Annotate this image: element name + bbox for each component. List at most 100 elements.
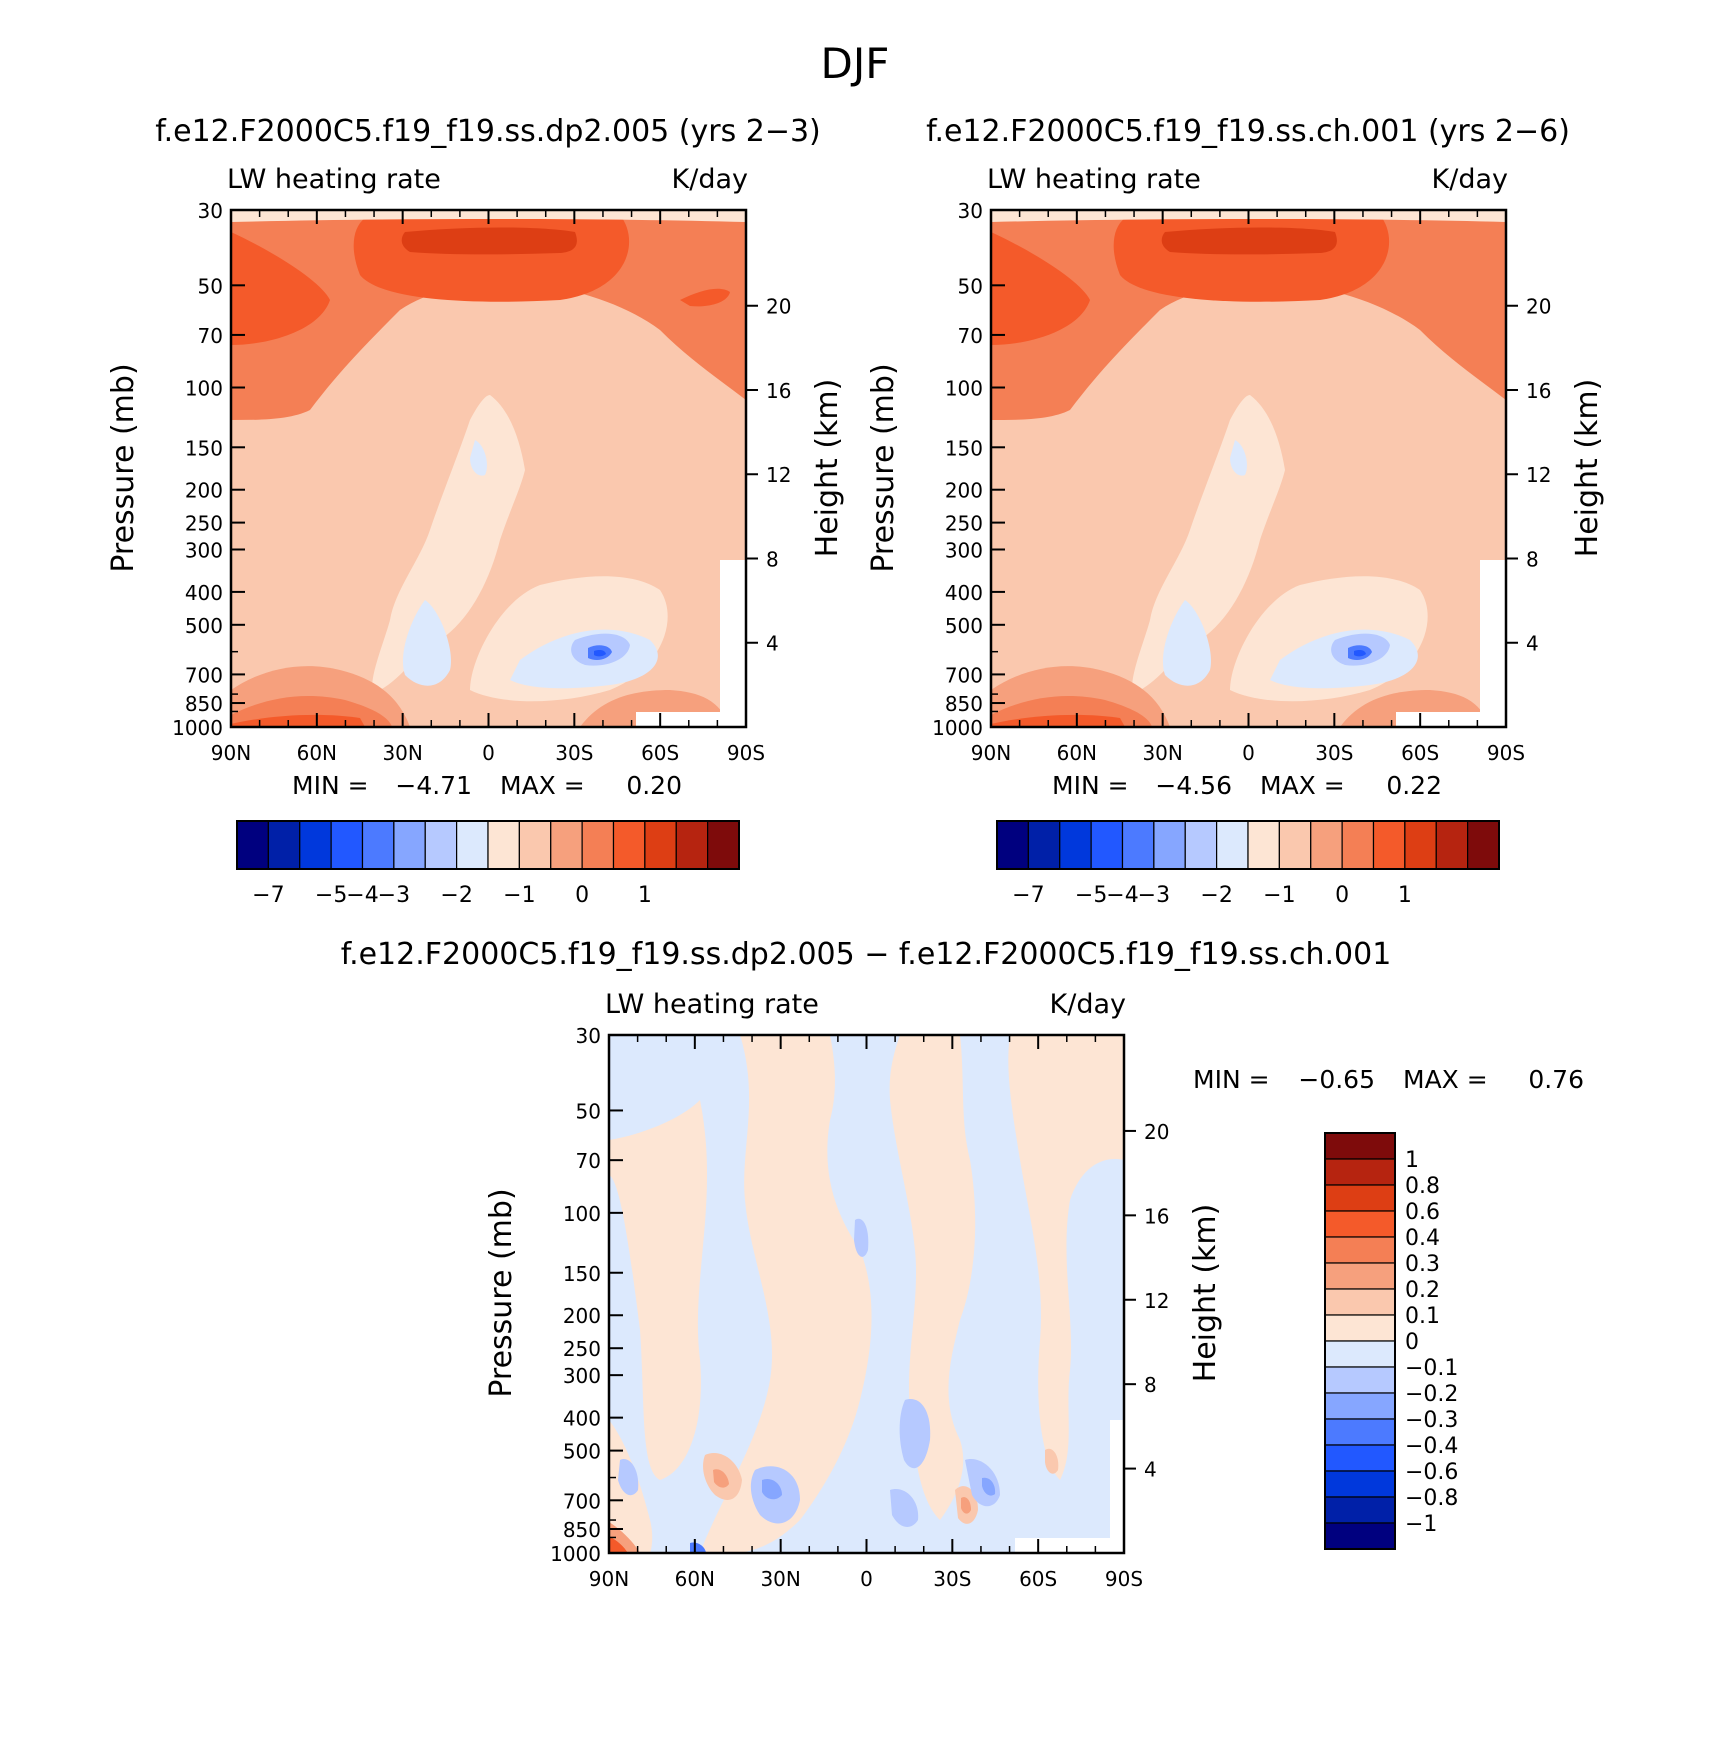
colorbar-swatch: [393, 820, 426, 870]
colorbar-swatch: [1153, 820, 1186, 870]
y2-tick-label: 16: [1144, 1204, 1169, 1228]
x-tick-label: 60N: [675, 1567, 715, 1591]
panel-a-left-label: LW heating rate: [227, 164, 441, 195]
y-tick-label: 700: [563, 1489, 601, 1513]
colorbar-label: −0.8: [1405, 1486, 1458, 1511]
colorbar-label: −0.6: [1405, 1460, 1458, 1485]
y-tick-label: 850: [945, 692, 983, 716]
colorbar-swatch: [1341, 820, 1375, 870]
y-tick-label: 300: [945, 538, 983, 562]
x-tick-label: 0: [1242, 741, 1255, 765]
x-tick-label: 90S: [727, 741, 765, 765]
panel-a-sfc-left-max: [231, 714, 365, 727]
colorbar-swatch: [1324, 1288, 1396, 1316]
figure-title: DJF: [821, 39, 890, 88]
colorbar-frame: [236, 820, 740, 870]
colorbar-swatch: [1059, 820, 1092, 870]
colorbar-swatch: [361, 820, 395, 870]
colorbar-label: −4: [1106, 883, 1138, 908]
colorbar-swatch: [1324, 1418, 1396, 1446]
colorbar-swatch: [1324, 1522, 1396, 1550]
y-tick-label: 1000: [550, 1542, 601, 1566]
panel-c-ylabel: Pressure (mb): [484, 1188, 519, 1397]
x-tick-label: 90S: [1105, 1567, 1143, 1591]
y-tick-label: 100: [945, 377, 983, 401]
panel-a-right-label: K/day: [672, 164, 748, 195]
x-tick-label: 60N: [1057, 741, 1097, 765]
y2-tick-label: 8: [1526, 547, 1539, 571]
colorbar-label: 0.1: [1405, 1304, 1440, 1329]
colorbar-label: −1: [1405, 1512, 1437, 1537]
panel-b-title: f.e12.F2000C5.f19_f19.ss.ch.001 (yrs 2−6…: [926, 114, 1570, 149]
x-tick-label: 90N: [211, 741, 251, 765]
panel-b-sfc-left-max: [991, 714, 1125, 727]
colorbar-label: −5: [315, 883, 347, 908]
panel-b-field: [991, 210, 1506, 727]
panel-c-missing-right: [1110, 1420, 1124, 1553]
colorbar-swatch: [1027, 820, 1061, 870]
y-tick-label: 500: [185, 614, 223, 638]
colorbar-swatch: [236, 820, 269, 870]
colorbar-label: −1: [1263, 883, 1295, 908]
panel-c-neg-core-2: [762, 1478, 782, 1500]
panel-b-missing-sfc: [1396, 712, 1480, 727]
panel-c-field: [609, 1035, 1124, 1553]
colorbar-swatch: [1324, 1314, 1396, 1342]
panel-c: f.e12.F2000C5.f19_f19.ss.dp2.005 − f.e12…: [341, 937, 1584, 1591]
colorbar-label: 1: [1398, 883, 1412, 908]
panel-b-neg-core-3: [1354, 650, 1366, 657]
panel-a-right-patch: [680, 288, 730, 307]
panel-b-max-label: MAX =: [1260, 771, 1345, 800]
y2-tick-label: 16: [1526, 379, 1551, 403]
panel-a-neg-core-3: [594, 650, 606, 657]
x-tick-label: 60N: [297, 741, 337, 765]
colorbar-swatch: [518, 820, 552, 870]
panel-c-title: f.e12.F2000C5.f19_f19.ss.dp2.005 − f.e12…: [341, 937, 1392, 972]
y-tick-label: 400: [945, 581, 983, 605]
x-tick-label: 60S: [1401, 741, 1439, 765]
colorbar-label: 0: [575, 883, 589, 908]
panel-c-right-label: K/day: [1050, 989, 1126, 1020]
y-tick-label: 1000: [172, 716, 223, 740]
y-tick-label: 150: [185, 436, 223, 460]
panel-c-colorbar: 10.80.60.40.30.20.10−0.1−0.2−0.3−0.4−0.6…: [1324, 1132, 1458, 1550]
colorbar-swatch: [550, 820, 583, 870]
y-tick-label: 500: [945, 614, 983, 638]
x-tick-label: 0: [482, 741, 495, 765]
colorbar-label: −3: [1138, 883, 1170, 908]
colorbar-label: −0.3: [1405, 1408, 1458, 1433]
panel-c-max-label: MAX =: [1403, 1065, 1488, 1094]
panel-c-left-label: LW heating rate: [605, 989, 819, 1020]
y2-tick-label: 8: [766, 547, 779, 571]
panel-a-ylabel: Pressure (mb): [106, 363, 141, 572]
colorbar-label: −2: [440, 883, 472, 908]
panel-c-pos-core-5: [1045, 1448, 1059, 1474]
panel-c-pos-band-2: [700, 1035, 872, 1553]
y2-tick-label: 16: [766, 379, 791, 403]
y-tick-label: 150: [563, 1262, 601, 1286]
colorbar-swatch: [1324, 1496, 1396, 1524]
y-tick-label: 100: [563, 1202, 601, 1226]
colorbar-label: −0.2: [1405, 1382, 1458, 1407]
y2-tick-label: 12: [1526, 463, 1551, 487]
panel-a-missing-sfc: [636, 712, 720, 727]
y-tick-label: 50: [576, 1099, 601, 1123]
x-tick-label: 60S: [641, 741, 679, 765]
colorbar-swatch: [1372, 820, 1406, 870]
colorbar-label: 1: [1405, 1148, 1419, 1173]
colorbar-label: −1: [503, 883, 535, 908]
y-tick-label: 300: [563, 1364, 601, 1388]
y-tick-label: 200: [185, 479, 223, 503]
colorbar-swatch: [581, 820, 615, 870]
colorbar-swatch: [1324, 1340, 1396, 1368]
y2-tick-label: 12: [1144, 1289, 1169, 1313]
y-tick-label: 700: [945, 663, 983, 687]
colorbar-label: 0.8: [1405, 1174, 1440, 1199]
colorbar-label: 0.3: [1405, 1252, 1440, 1277]
panel-a-mid-band: [372, 395, 525, 692]
colorbar-swatch: [1247, 820, 1280, 870]
panel-c-neg-blob-4: [890, 1489, 919, 1527]
panel-c-neg-core-5: [982, 1477, 996, 1496]
panel-c-pos-band-4: [1008, 1035, 1124, 1480]
